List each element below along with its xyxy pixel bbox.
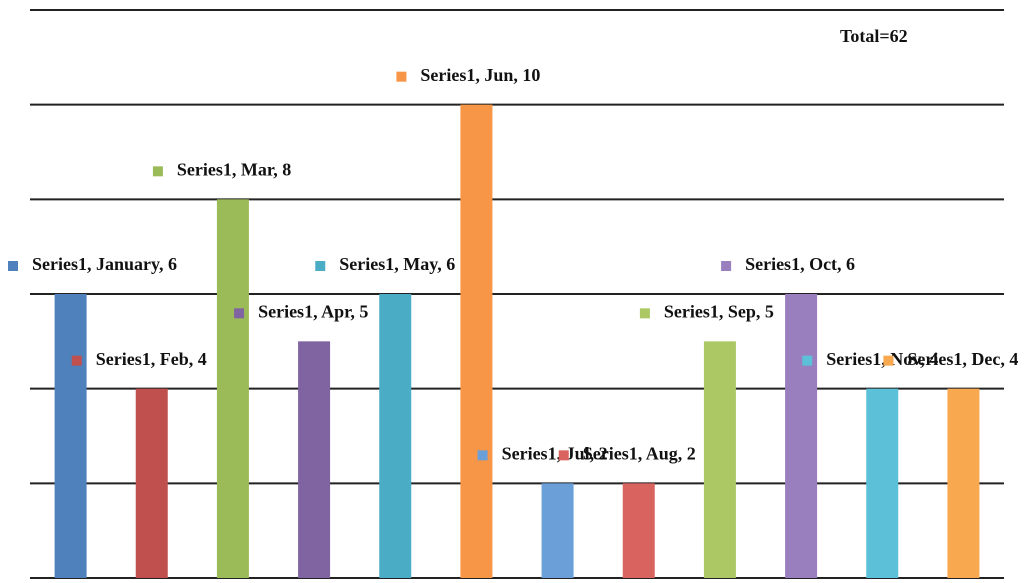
bar xyxy=(379,294,412,578)
label-marker xyxy=(802,355,813,366)
data-label: Series1, Oct, 6 xyxy=(745,254,855,274)
label-marker xyxy=(477,450,488,461)
data-label: Series1, Nov, 4 xyxy=(826,349,938,369)
bar xyxy=(135,388,168,578)
label-marker xyxy=(8,261,18,271)
label-marker xyxy=(721,261,732,271)
bar xyxy=(460,104,493,579)
label-marker xyxy=(71,355,82,366)
data-label: Series1, Jul, 2 xyxy=(502,443,608,463)
label-marker xyxy=(639,308,650,319)
bar xyxy=(947,388,980,578)
label-marker xyxy=(396,71,407,82)
data-label: Series1, Apr, 5 xyxy=(258,301,368,321)
bar xyxy=(298,341,331,578)
bar xyxy=(622,483,655,578)
data-label: Series1, Mar, 8 xyxy=(177,159,291,179)
bar xyxy=(866,388,899,578)
bar xyxy=(785,294,818,578)
label-marker xyxy=(558,450,569,461)
bar xyxy=(54,294,87,578)
data-label: Series1, May, 6 xyxy=(339,254,455,274)
total-annotation: Total=62 xyxy=(840,26,908,46)
bar xyxy=(216,199,249,579)
data-label: Series1, Jun, 10 xyxy=(420,65,540,85)
label-marker xyxy=(234,308,245,319)
data-label: Series1, Sep, 5 xyxy=(664,301,774,321)
bar xyxy=(703,341,736,578)
data-label: Series1, Aug, 2 xyxy=(583,443,696,463)
label-marker xyxy=(883,355,894,366)
data-label: Series1, January, 6 xyxy=(32,254,177,274)
data-label: Series1, Dec, 4 xyxy=(907,349,1018,369)
label-marker xyxy=(152,166,163,177)
label-marker xyxy=(315,261,326,271)
bar xyxy=(541,483,574,578)
data-label: Series1, Feb, 4 xyxy=(96,349,207,369)
